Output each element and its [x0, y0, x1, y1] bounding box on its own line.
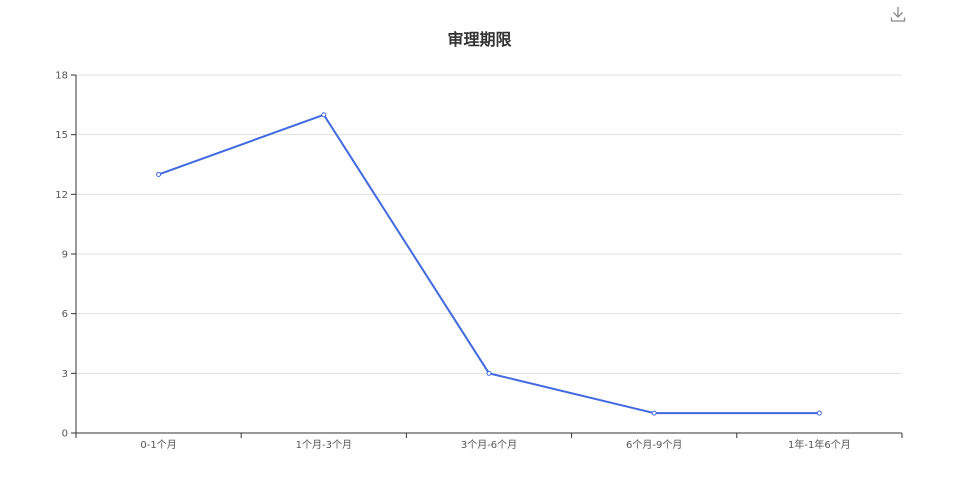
data-point [156, 171, 162, 177]
y-tick-label: 12 [55, 190, 68, 201]
y-tick-label: 3 [62, 369, 68, 380]
data-point [816, 410, 822, 416]
y-tick-label: 15 [55, 130, 68, 141]
data-point [651, 410, 657, 416]
y-tick-label: 6 [62, 309, 68, 320]
x-tick-label: 6个月-9个月 [626, 439, 682, 451]
x-tick-label: 3个月-6个月 [461, 439, 517, 451]
download-button[interactable] [888, 4, 908, 24]
series [156, 112, 822, 416]
x-tick-label: 1年-1年6个月 [788, 438, 851, 451]
y-tick-label: 0 [62, 429, 68, 440]
grid-lines [76, 74, 902, 374]
y-tick-label: 18 [55, 71, 68, 82]
download-icon [890, 7, 906, 22]
chart-title: 审理期限 [447, 30, 512, 49]
data-point [486, 370, 492, 376]
series-line [158, 113, 820, 415]
y-tick-label: 9 [62, 250, 68, 261]
x-tick-label: 0-1个月 [140, 439, 176, 451]
x-tick-label: 1个月-3个月 [296, 439, 352, 451]
data-point [321, 112, 327, 118]
axes: 0 3 6 9 12 15 18 0-1个月 1个月-3个月 3个月-6个月 6个月-9个月 1年-1… [55, 71, 903, 451]
